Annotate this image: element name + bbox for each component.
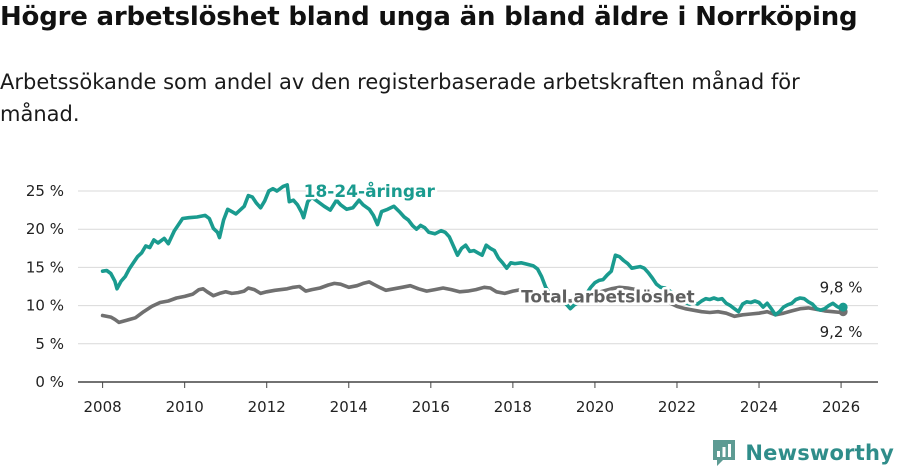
x-tick-label: 2024: [740, 398, 778, 416]
page-title: Högre arbetslöshet bland unga än bland ä…: [0, 2, 858, 32]
gridlines: [78, 190, 878, 383]
y-tick-label: 15 %: [26, 258, 64, 276]
page-subtitle: Arbetssökande som andel av den registerb…: [0, 70, 800, 126]
x-tick-label: 2020: [576, 398, 614, 416]
series-lines: [100, 183, 848, 325]
x-tick-label: 2016: [412, 398, 450, 416]
y-tick-label: 20 %: [26, 220, 64, 238]
series-label-18-24: 18-24-åringar: [304, 180, 436, 202]
x-tick-label: 2022: [658, 398, 696, 416]
x-tick-label: 2026: [822, 398, 860, 416]
end-label-total: 9,2 %: [820, 323, 863, 341]
y-tick-label: 0 %: [35, 373, 64, 391]
series-label-18-24-halo: 18-24-åringar: [304, 180, 436, 202]
series-label-total-halo: Total arbetslöshet: [521, 288, 695, 308]
x-tick-label: 2010: [166, 398, 204, 416]
brand-name: Newsworthy: [745, 441, 894, 465]
series-label-total: Total arbetslöshet: [521, 288, 695, 308]
x-tick-label: 2008: [84, 398, 122, 416]
x-axis-ticks: 2008 2010 2012 2014 2016 2018 2020 2022 2024 2026: [84, 382, 860, 416]
newsworthy-logo-icon: [713, 440, 736, 466]
y-tick-label: 10 %: [26, 297, 64, 315]
newsworthy-brand: Newsworthy: [711, 438, 894, 468]
end-point-18-24: [838, 302, 848, 312]
y-tick-label: 25 %: [26, 182, 64, 200]
x-tick-label: 2014: [330, 398, 368, 416]
x-tick-label: 2018: [494, 398, 532, 416]
y-axis-ticks: 0 % 5 % 10 % 15 % 20 % 25 %: [26, 182, 64, 391]
y-tick-label: 5 %: [35, 335, 64, 353]
series-line-total: [100, 280, 845, 325]
end-label-18-24: 9,8 %: [820, 279, 863, 297]
series-line-18-24: [100, 183, 845, 317]
x-tick-label: 2012: [248, 398, 286, 416]
